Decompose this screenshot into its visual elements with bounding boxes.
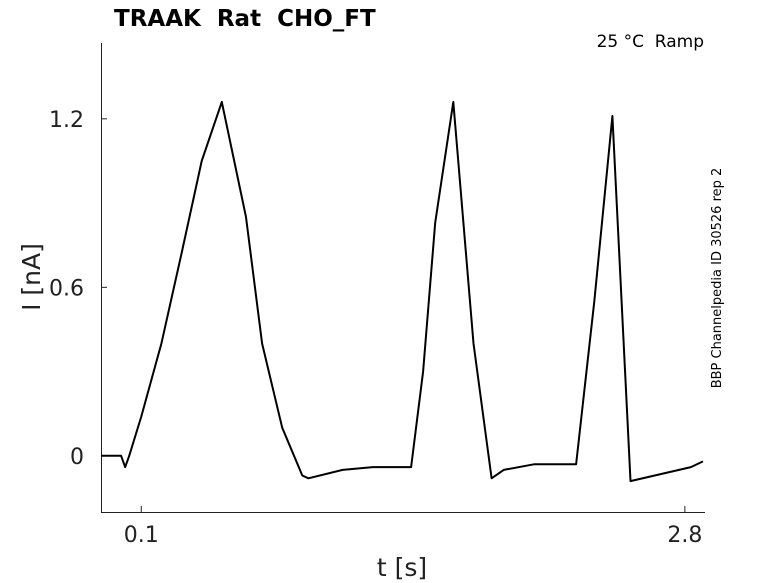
y-tick-label: 0.6	[49, 276, 84, 301]
x-tick-label: 2.8	[667, 523, 702, 548]
series-group	[101, 101, 704, 483]
tick-group: 0 0.6 1.2 0.1 2.8	[49, 108, 702, 548]
y-tick-label: 0	[70, 445, 84, 470]
current-trace-line	[101, 101, 704, 483]
chart-title: TRAAK Rat CHO_FT	[114, 6, 376, 32]
y-tick-label: 1.2	[49, 108, 84, 133]
y-axis-label: I [nA]	[17, 243, 46, 311]
side-label: BBP Channelpedia ID 30526 rep 2	[710, 168, 725, 389]
x-tick-label: 0.1	[124, 523, 159, 548]
chart-subtitle: 25 °C Ramp	[597, 32, 704, 52]
x-axis-label: t [s]	[377, 553, 427, 582]
